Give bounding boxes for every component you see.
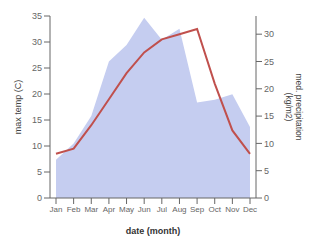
- svg-text:Jun: Jun: [138, 205, 151, 214]
- svg-text:max temp (C): max temp (C): [13, 80, 23, 135]
- svg-text:Oct: Oct: [209, 205, 222, 214]
- svg-text:15: 15: [264, 111, 274, 121]
- svg-text:0: 0: [264, 193, 269, 203]
- svg-text:0: 0: [37, 193, 42, 203]
- svg-text:10: 10: [32, 141, 42, 151]
- svg-text:Feb: Feb: [67, 205, 81, 214]
- svg-text:10: 10: [264, 139, 274, 149]
- svg-text:Jul: Jul: [157, 205, 167, 214]
- svg-text:Nov: Nov: [225, 205, 239, 214]
- svg-text:30: 30: [32, 37, 42, 47]
- svg-text:20: 20: [264, 84, 274, 94]
- svg-text:20: 20: [32, 89, 42, 99]
- svg-text:35: 35: [32, 11, 42, 21]
- svg-text:date (month): date (month): [126, 226, 181, 236]
- svg-text:30: 30: [264, 29, 274, 39]
- svg-text:25: 25: [32, 63, 42, 73]
- svg-text:5: 5: [264, 166, 269, 176]
- svg-text:Mar: Mar: [84, 205, 98, 214]
- svg-text:5: 5: [37, 167, 42, 177]
- svg-text:Jan: Jan: [50, 205, 63, 214]
- svg-text:Aug: Aug: [172, 205, 186, 214]
- svg-text:Sep: Sep: [190, 205, 205, 214]
- svg-text:med. precipitation(kg/m2): med. precipitation(kg/m2): [284, 73, 304, 140]
- svg-text:Dec: Dec: [243, 205, 257, 214]
- svg-text:Apr: Apr: [103, 205, 116, 214]
- svg-text:15: 15: [32, 115, 42, 125]
- svg-text:May: May: [119, 205, 134, 214]
- svg-text:25: 25: [264, 57, 274, 67]
